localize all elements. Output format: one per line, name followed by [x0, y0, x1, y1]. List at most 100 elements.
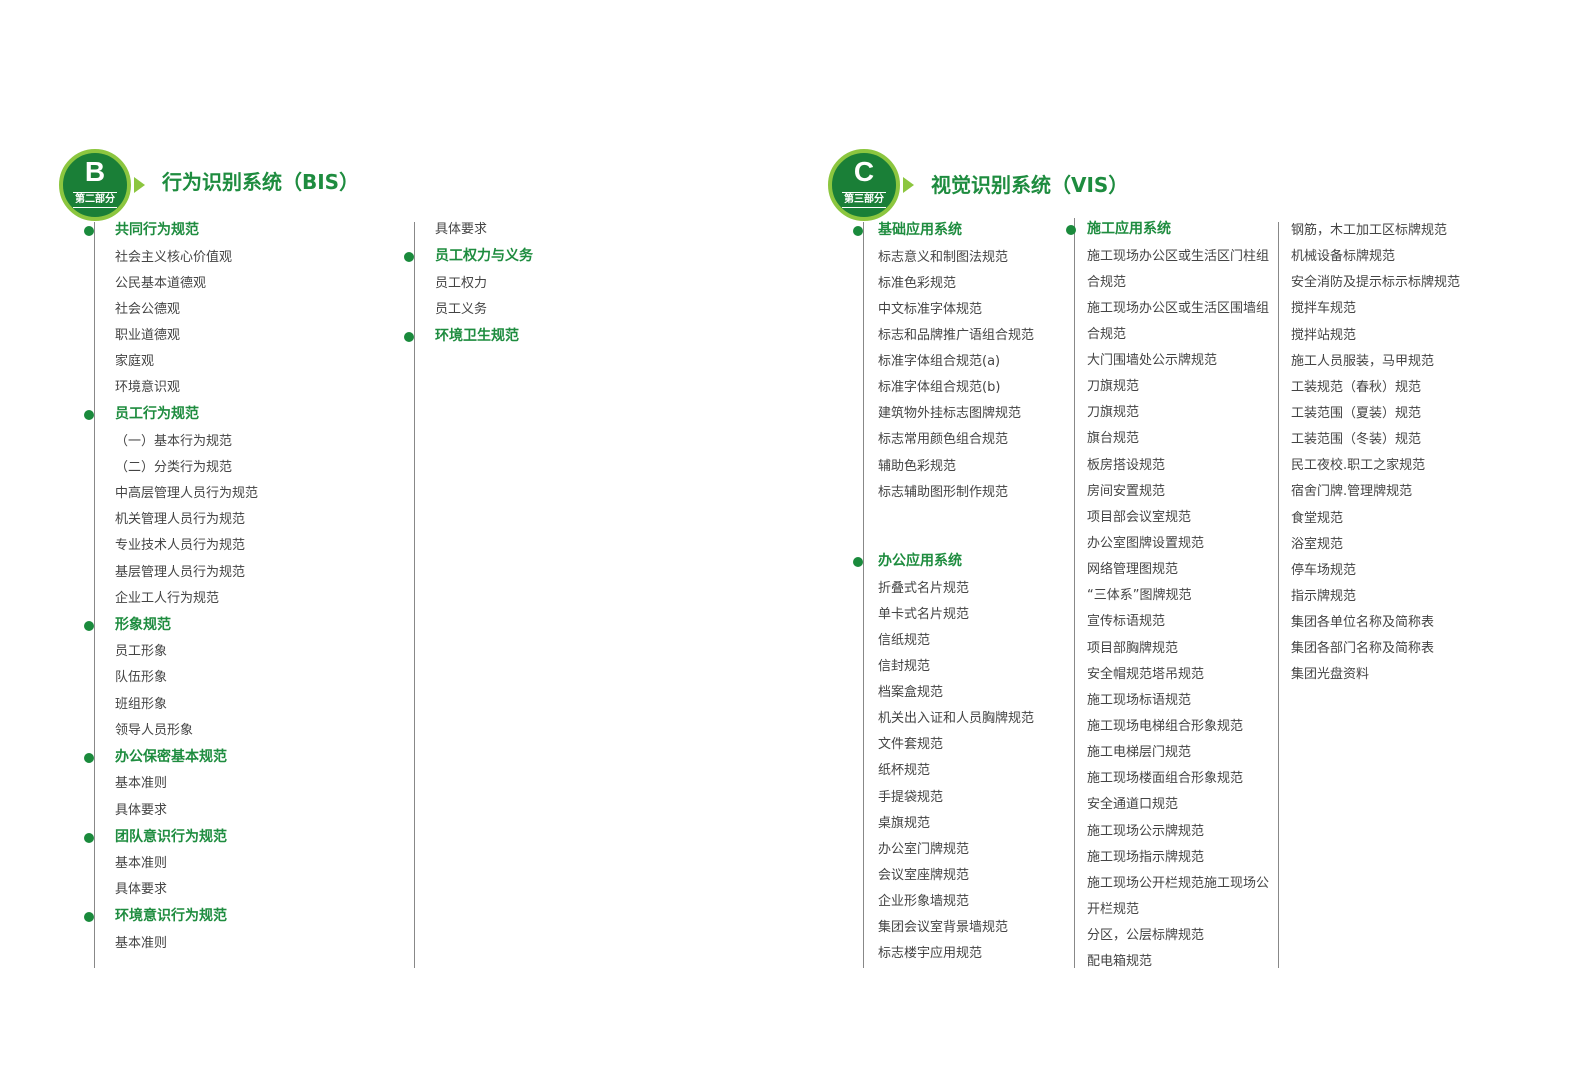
toc-item: 板房搭设规范: [1087, 453, 1269, 479]
toc-item: 网络管理图规范: [1087, 557, 1269, 583]
bullet-icon: [853, 226, 863, 236]
toc-heading: 办公应用系统: [853, 548, 1034, 576]
toc-text: 工装范围（夏装）规范: [1291, 405, 1422, 421]
toc-heading: 员工行为规范: [84, 401, 258, 429]
toc-item: 施工现场电梯组合形象规范: [1087, 714, 1269, 740]
section-c-badge: C 第三部分: [828, 149, 900, 221]
section-c-title: 视觉识别系统（VIS）: [931, 173, 1129, 197]
toc-text: 手提袋规范: [878, 789, 944, 805]
toc-item: 合规范: [1087, 322, 1269, 348]
toc-text: 板房搭设规范: [1087, 457, 1166, 473]
section-b-badge: B 第二部分: [59, 149, 131, 221]
section-letter: B: [84, 156, 106, 187]
toc-text: 建筑物外挂标志图牌规范: [878, 406, 1022, 422]
toc-text: 安全通道口规范: [1087, 797, 1179, 813]
bullet-icon: [404, 252, 414, 263]
toc-item: 机械设备标牌规范: [1291, 244, 1460, 270]
toc-item: 标志辅助图形制作规范: [878, 480, 1034, 506]
toc-text: 领导人员形象: [115, 722, 194, 738]
toc-item: 集团会议室背景墙规范: [878, 915, 1034, 941]
toc-text: 施工人员服装，马甲规范: [1291, 353, 1435, 369]
toc-text: 安全帽规范塔吊规范: [1087, 666, 1205, 682]
toc-text: 职业道德观: [115, 327, 181, 343]
bullet-icon: [84, 620, 94, 631]
divider: [863, 222, 864, 968]
toc-item: 标志常用颜色组合规范: [878, 427, 1034, 453]
toc-text: 网络管理图规范: [1087, 562, 1179, 578]
bullet-icon: [84, 752, 94, 763]
toc-text: 施工应用系统: [1087, 221, 1171, 237]
toc-item: 开栏规范: [1087, 897, 1269, 923]
toc-item: 企业工人行为规范: [115, 586, 258, 612]
toc-item: 标志楼宇应用规范: [878, 941, 1034, 967]
toc-text: “三体系”图牌规范: [1087, 588, 1192, 604]
toc-text: 安全消防及提示标示标牌规范: [1291, 275, 1461, 291]
column-c2: 施工应用系统 施工现场办公区或生活区门柱组 合规范 施工现场办公区或生活区围墙组 合规范…: [1066, 216, 1270, 975]
toc-text: 社会公德观: [115, 301, 181, 317]
toc-text: 合规范: [1087, 274, 1127, 290]
toc-text: 施工现场办公区或生活区围墙组: [1087, 300, 1270, 316]
toc-item: 桌旗规范: [878, 811, 1034, 837]
toc-item: 项目部胸牌规范: [1087, 636, 1269, 662]
toc-text: 标志楼宇应用规范: [878, 946, 983, 962]
toc-item: 文件套规范: [878, 732, 1034, 758]
toc-text: 办公室图牌设置规范: [1087, 536, 1205, 552]
toc-text: 大门围墙处公示牌规范: [1087, 353, 1218, 369]
toc-text: 桌旗规范: [878, 815, 931, 831]
divider: [94, 222, 95, 968]
toc-item: 施工现场公开栏规范施工现场公: [1087, 871, 1269, 897]
toc-text: 工装范围（冬装）规范: [1291, 432, 1422, 448]
toc-text: 指示牌规范: [1291, 588, 1357, 604]
toc-item: 旗台规范: [1087, 426, 1269, 452]
toc-item: 企业形象墙规范: [878, 889, 1034, 915]
toc-text: 标准字体组合规范(a): [878, 354, 1001, 370]
toc-text: 施工现场办公区或生活区门柱组: [1087, 248, 1270, 264]
toc-text: 浴室规范: [1291, 536, 1344, 552]
toc-text: 档案盒规范: [878, 685, 944, 701]
toc-text: 员工义务: [435, 301, 488, 317]
toc-item: 社会主义核心价值观: [115, 245, 258, 271]
toc-item: 浴室规范: [1291, 532, 1460, 558]
toc-item: 机关出入证和人员胸牌规范: [878, 706, 1034, 732]
column-c1b: 办公应用系统 折叠式名片规范 单卡式名片规范 信纸规范 信封规范 档案盒规范 机关出入证和人…: [853, 548, 1034, 968]
toc-text: 专业技术人员行为规范: [115, 538, 246, 554]
toc-item: 宣传标语规范: [1087, 609, 1269, 635]
toc-text: 会议室座牌规范: [878, 868, 970, 884]
toc-text: 标志辅助图形制作规范: [878, 484, 1009, 500]
toc-item: 合规范: [1087, 270, 1269, 296]
toc-text: 环境意识观: [115, 380, 181, 396]
section-part: 第三部分: [842, 192, 886, 208]
divider: [1074, 218, 1075, 968]
toc-text: （二）分类行为规范: [115, 459, 233, 475]
toc-text: 中文标准字体规范: [878, 301, 983, 317]
toc-item: 集团光盘资料: [1291, 662, 1460, 688]
toc-item: 停车场规范: [1291, 558, 1460, 584]
toc-item: 搅拌站规范: [1291, 323, 1460, 349]
toc-item: 环境意识观: [115, 375, 258, 401]
toc-item: 标志和品牌推广语组合规范: [878, 323, 1034, 349]
toc-text: 折叠式名片规范: [878, 580, 970, 596]
toc-item: 集团各单位名称及简称表: [1291, 610, 1460, 636]
toc-item: 搅拌车规范: [1291, 296, 1460, 322]
toc-item: 中高层管理人员行为规范: [115, 481, 258, 507]
toc-item: 辅助色彩规范: [878, 454, 1034, 480]
toc-text: 社会主义核心价值观: [115, 249, 233, 265]
toc-text: 机械设备标牌规范: [1291, 249, 1396, 265]
toc-item: 标准字体组合规范(b): [878, 375, 1034, 401]
divider: [1278, 222, 1279, 968]
toc-text: 员工形象: [115, 644, 168, 660]
toc-text: 施工现场电梯组合形象规范: [1087, 719, 1244, 735]
bullet-icon: [84, 226, 94, 236]
toc-text: 刀旗规范: [1087, 405, 1140, 421]
column-c1a: 基础应用系统 标志意义和制图法规范 标准色彩规范 中文标准字体规范 标志和品牌推广语组合…: [853, 217, 1034, 506]
toc-item: 安全消防及提示标示标牌规范: [1291, 270, 1460, 296]
toc-text: 宿舍门牌.管理牌规范: [1291, 484, 1413, 500]
toc-text: 企业形象墙规范: [878, 894, 970, 910]
toc-text: 集团光盘资料: [1291, 667, 1370, 683]
column-c3: 钢筋，木工加工区标牌规范 机械设备标牌规范 安全消防及提示标示标牌规范 搅拌车规范 搅拌…: [1291, 218, 1460, 689]
toc-text: 机关管理人员行为规范: [115, 512, 246, 528]
toc-item: “三体系”图牌规范: [1087, 583, 1269, 609]
toc-text: 基本准则: [115, 776, 168, 792]
toc-text: 中高层管理人员行为规范: [115, 486, 259, 502]
toc-text: 旗台规范: [1087, 431, 1140, 447]
